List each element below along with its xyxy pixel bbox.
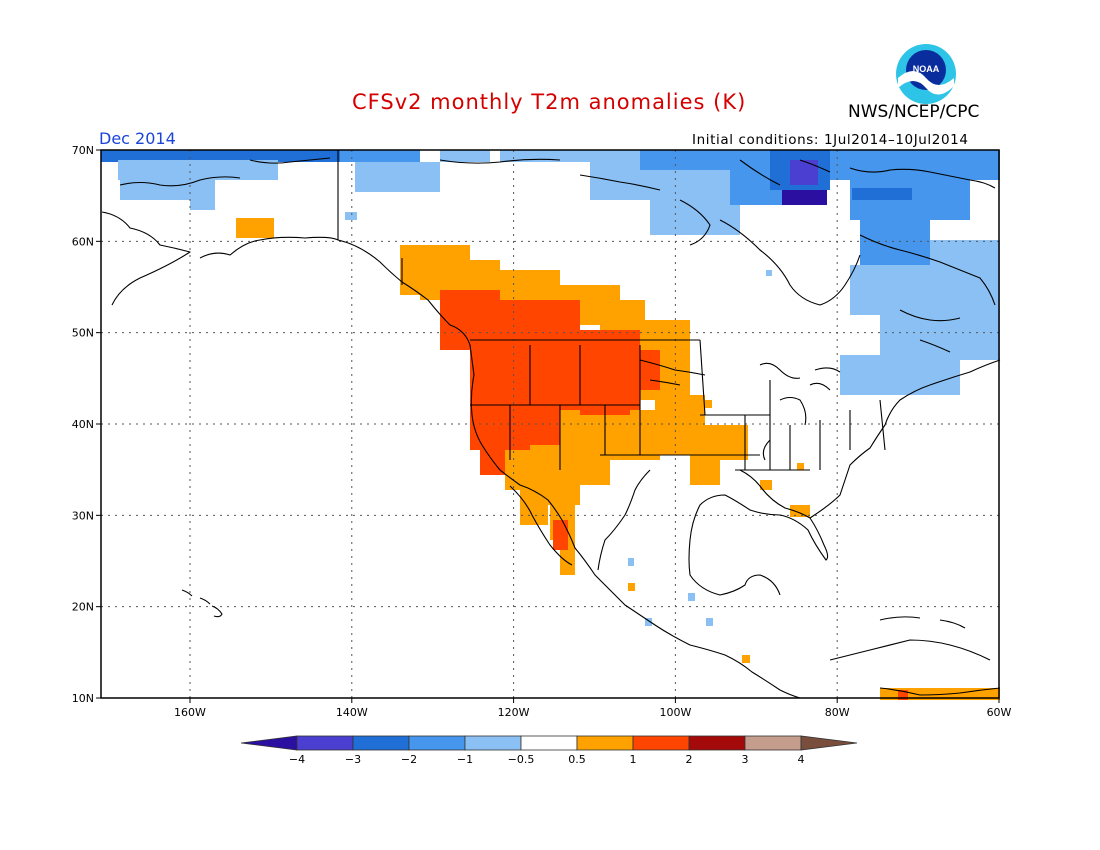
anomaly-cell	[830, 150, 1000, 180]
colorbar-tick-label: 0.5	[568, 753, 586, 766]
colorbar-swatch	[296, 735, 354, 751]
latitude-label: 30N	[72, 509, 94, 522]
longitude-labels: 160W 140W 120W 100W 80W 60W	[174, 698, 1012, 719]
anomaly-cell	[688, 593, 695, 601]
anomaly-cell	[860, 218, 930, 268]
anomaly-cell	[628, 558, 634, 566]
anomaly-cell	[640, 350, 660, 390]
colorbar-swatch	[520, 735, 578, 751]
anomaly-cell	[790, 160, 818, 185]
agency-label: NWS/NCEP/CPC	[848, 102, 980, 122]
anomaly-cell	[553, 520, 568, 550]
colorbar-tick-label: 2	[686, 753, 693, 766]
anomaly-cell	[355, 162, 440, 192]
anomaly-cell	[655, 395, 705, 455]
anomaly-cell	[797, 463, 804, 470]
latitude-label: 60N	[72, 235, 94, 248]
latitude-label: 40N	[72, 418, 94, 431]
anomaly-cell	[742, 655, 750, 663]
colorbar-tick-label: −4	[289, 753, 305, 766]
latitude-label: 10N	[72, 692, 94, 705]
anomaly-cell	[555, 410, 660, 460]
lat-lon-grid	[101, 150, 999, 698]
anomaly-cell	[782, 190, 827, 205]
latitude-label: 50N	[72, 327, 94, 340]
colorbar-swatch	[688, 735, 746, 751]
anomaly-cell	[440, 150, 490, 162]
longitude-label: 140W	[336, 706, 368, 719]
colorbar-tick-label: −3	[345, 753, 361, 766]
colorbar-tick-label: 4	[798, 753, 805, 766]
anomaly-cell	[510, 400, 560, 445]
colorbar-swatch	[744, 735, 802, 751]
colorbar-swatch	[408, 735, 466, 751]
anomaly-cell	[852, 188, 912, 200]
latitude-labels: 70N 60N 50N 40N 30N 20N 10N	[72, 144, 101, 705]
anomaly-cell	[118, 160, 278, 180]
colorbar-swatch	[576, 735, 634, 751]
anomaly-cell	[645, 618, 652, 626]
anomaly-cell	[690, 450, 720, 485]
anomaly-cell	[790, 505, 810, 517]
anomaly-cell	[101, 150, 341, 162]
anomaly-cell	[628, 583, 635, 591]
anomaly-cell	[840, 355, 960, 395]
longitude-label: 120W	[498, 706, 530, 719]
colorbar-tick-label: −1	[457, 753, 473, 766]
noaa-logo: NOAA	[896, 44, 956, 104]
colorbar-arrow-low	[240, 735, 298, 751]
colorbar-arrow-high	[800, 735, 858, 751]
colorbar-labels: −4 −3 −2 −1 −0.5 0.5 1 2 3 4	[289, 753, 805, 766]
longitude-label: 80W	[825, 706, 850, 719]
anomaly-cell	[850, 265, 1000, 315]
anomaly-cell	[340, 150, 420, 162]
colorbar-tick-label: 1	[630, 753, 637, 766]
colorbar-tick-label: 3	[742, 753, 749, 766]
latitude-label: 20N	[72, 601, 94, 614]
coastlines	[101, 150, 1001, 699]
anomaly-cell	[766, 270, 772, 276]
map-title: CFSv2 monthly T2m anomalies (K)	[352, 90, 747, 114]
anomaly-cell	[236, 218, 274, 238]
initial-conditions-label: Initial conditions: 1Jul2014–10Jul2014	[692, 132, 969, 148]
anomaly-cell	[120, 178, 190, 200]
anomaly-cell	[190, 178, 215, 210]
anomaly-cell	[880, 310, 1000, 360]
anomaly-cell	[650, 195, 740, 235]
colorbar-tick-label: −0.5	[508, 753, 535, 766]
anomaly-cell	[480, 440, 505, 475]
colorbar-swatch	[632, 735, 690, 751]
colorbar-swatches	[240, 735, 858, 751]
anomaly-cell	[760, 480, 772, 490]
longitude-label: 160W	[174, 706, 206, 719]
anomaly-cell	[345, 212, 357, 220]
anomaly-cell	[898, 690, 908, 700]
colorbar-swatch	[352, 735, 410, 751]
latitude-label: 70N	[72, 144, 94, 157]
longitude-label: 100W	[659, 706, 691, 719]
anomaly-cell	[705, 400, 712, 408]
anomaly-cell	[706, 618, 713, 626]
month-label: Dec 2014	[99, 129, 176, 148]
colorbar-swatch	[464, 735, 522, 751]
svg-text:NOAA: NOAA	[913, 64, 940, 74]
colorbar-tick-label: −2	[401, 753, 417, 766]
longitude-label: 60W	[987, 706, 1012, 719]
